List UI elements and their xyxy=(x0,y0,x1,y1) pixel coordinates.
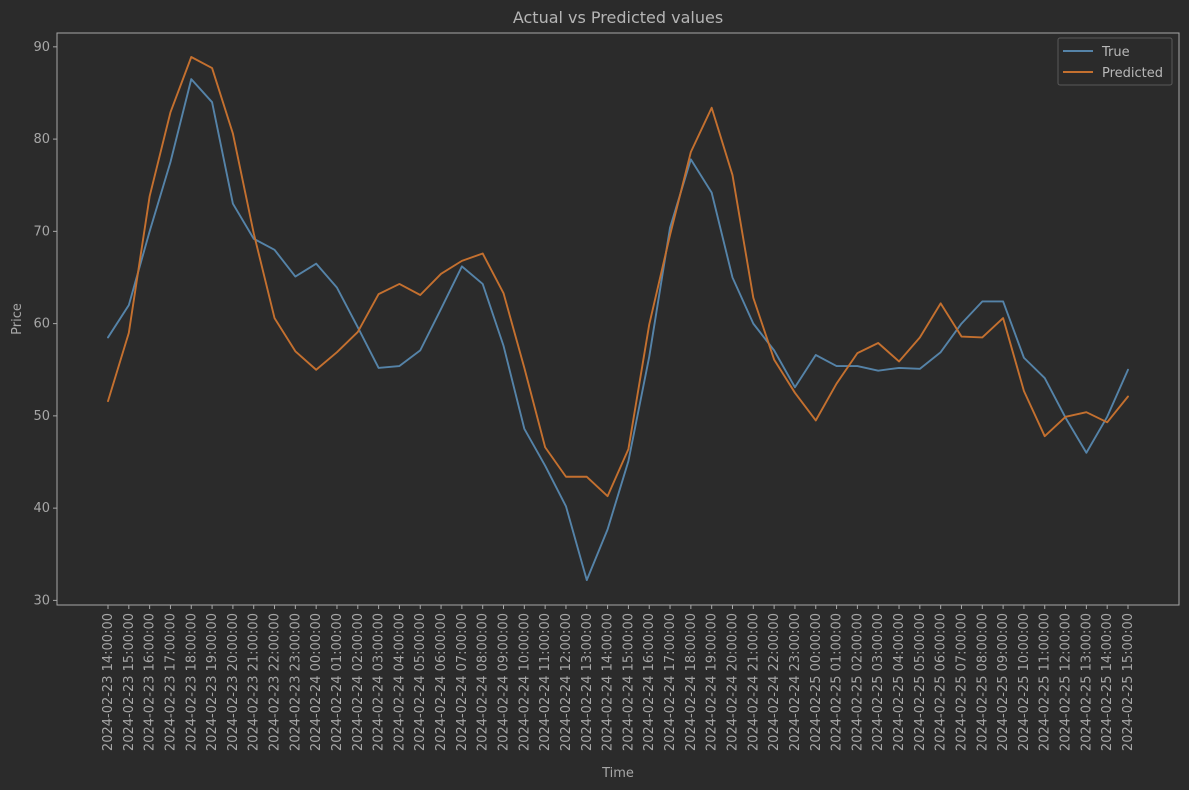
x-tick-label: 2024-02-24 20:00:00 xyxy=(725,613,740,751)
x-tick-label: 2024-02-24 12:00:00 xyxy=(559,613,574,751)
x-tick-label: 2024-02-24 10:00:00 xyxy=(517,613,532,751)
y-axis: 30 40 50 60 70 80 90 xyxy=(33,40,57,608)
plot-frame xyxy=(56,32,1180,606)
x-tick-label: 2024-02-25 15:00:00 xyxy=(1121,613,1136,751)
x-tick-label: 2024-02-24 22:00:00 xyxy=(767,613,782,751)
x-tick-label: 2024-02-25 09:00:00 xyxy=(996,613,1011,751)
x-tick-label: 2024-02-24 09:00:00 xyxy=(497,613,512,751)
x-tick-label: 2024-02-24 04:00:00 xyxy=(392,613,407,751)
chart-title: Actual vs Predicted values xyxy=(513,8,723,27)
series-line-true xyxy=(107,78,1129,582)
x-tick-label: 2024-02-24 21:00:00 xyxy=(746,613,761,751)
x-tick-label: 2024-02-25 12:00:00 xyxy=(1059,613,1074,751)
y-tick-label: 70 xyxy=(33,224,50,239)
x-tick-label: 2024-02-24 17:00:00 xyxy=(663,613,678,751)
x-tick-label: 2024-02-24 01:00:00 xyxy=(330,613,345,751)
x-tick-label: 2024-02-24 23:00:00 xyxy=(788,613,803,751)
x-tick-label: 2024-02-24 03:00:00 xyxy=(372,613,387,751)
legend-box xyxy=(1057,37,1173,86)
x-tick-label: 2024-02-24 16:00:00 xyxy=(642,613,657,751)
x-tick-label: 2024-02-24 18:00:00 xyxy=(684,613,699,751)
x-tick-label: 2024-02-25 03:00:00 xyxy=(871,613,886,751)
legend-label-true: True xyxy=(1101,45,1130,60)
x-tick-label: 2024-02-23 20:00:00 xyxy=(226,613,241,751)
x-tick-label: 2024-02-23 15:00:00 xyxy=(122,613,137,751)
x-tick-label: 2024-02-23 16:00:00 xyxy=(143,613,158,751)
x-tick-label: 2024-02-24 06:00:00 xyxy=(434,613,449,751)
x-tick-label: 2024-02-24 07:00:00 xyxy=(455,613,470,751)
plot-background xyxy=(57,33,1179,605)
x-tick-label: 2024-02-25 14:00:00 xyxy=(1100,613,1115,751)
y-tick-label: 60 xyxy=(33,317,50,332)
x-tick-label: 2024-02-25 07:00:00 xyxy=(954,613,969,751)
x-tick-label: 2024-02-25 00:00:00 xyxy=(809,613,824,751)
x-tick-label: 2024-02-25 13:00:00 xyxy=(1079,613,1094,751)
y-tick-label: 50 xyxy=(33,409,50,424)
x-tick-label: 2024-02-24 13:00:00 xyxy=(580,613,595,751)
x-tick-label: 2024-02-25 10:00:00 xyxy=(1017,613,1032,751)
x-tick-label: 2024-02-25 04:00:00 xyxy=(892,613,907,751)
x-tick-label: 2024-02-23 18:00:00 xyxy=(184,613,199,751)
x-tick-label: 2024-02-25 11:00:00 xyxy=(1038,613,1053,751)
series-line-predicted xyxy=(107,56,1129,498)
x-tick-label: 2024-02-23 23:00:00 xyxy=(288,613,303,751)
y-tick-label: 40 xyxy=(33,501,50,516)
series-lines xyxy=(107,56,1129,582)
legend: True Predicted xyxy=(1057,37,1173,86)
x-axis-label: Time xyxy=(601,766,634,781)
x-tick-label: 2024-02-23 19:00:00 xyxy=(205,613,220,751)
x-tick-label: 2024-02-24 02:00:00 xyxy=(351,613,366,751)
x-tick-label: 2024-02-25 06:00:00 xyxy=(934,613,949,751)
x-tick-label: 2024-02-25 02:00:00 xyxy=(850,613,865,751)
legend-label-predicted: Predicted xyxy=(1102,66,1163,81)
x-tick-label: 2024-02-24 00:00:00 xyxy=(309,613,324,751)
x-tick-label: 2024-02-23 22:00:00 xyxy=(268,613,283,751)
x-tick-label: 2024-02-24 19:00:00 xyxy=(705,613,720,751)
x-tick-label: 2024-02-24 11:00:00 xyxy=(538,613,553,751)
x-tick-label: 2024-02-25 08:00:00 xyxy=(975,613,990,751)
x-tick-label: 2024-02-24 14:00:00 xyxy=(601,613,616,751)
x-tick-label: 2024-02-24 08:00:00 xyxy=(476,613,491,751)
y-tick-label: 30 xyxy=(33,593,50,608)
x-tick-label: 2024-02-25 05:00:00 xyxy=(913,613,928,751)
y-axis-label: Price xyxy=(10,303,25,335)
x-tick-label: 2024-02-23 21:00:00 xyxy=(247,613,262,751)
x-tick-label: 2024-02-23 17:00:00 xyxy=(163,613,178,751)
x-tick-label: 2024-02-24 05:00:00 xyxy=(413,613,428,751)
x-tick-label: 2024-02-23 14:00:00 xyxy=(101,613,116,751)
x-axis: 2024-02-23 14:00:00 2024-02-23 15:00:00 20… xyxy=(101,605,1136,751)
x-tick-label: 2024-02-24 15:00:00 xyxy=(621,613,636,751)
y-tick-label: 90 xyxy=(33,40,50,55)
y-tick-label: 80 xyxy=(33,132,50,147)
x-tick-label: 2024-02-25 01:00:00 xyxy=(830,613,845,751)
